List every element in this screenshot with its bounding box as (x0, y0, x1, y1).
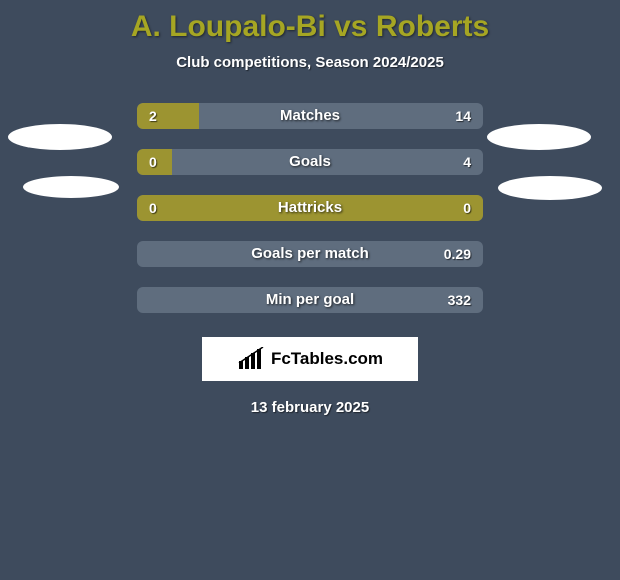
stat-label: Goals (137, 149, 483, 175)
stat-bar: 04Goals (137, 149, 483, 175)
logo-box: FcTables.com (202, 337, 418, 381)
date: 13 february 2025 (0, 399, 620, 416)
player-right-marker (487, 124, 591, 150)
stat-label: Hattricks (137, 195, 483, 221)
logo-text: FcTables.com (271, 349, 383, 369)
stat-bar: 00Hattricks (137, 195, 483, 221)
title: A. Loupalo-Bi vs Roberts (0, 0, 620, 44)
player-left-marker (8, 124, 112, 150)
stat-bar: 332Min per goal (137, 287, 483, 313)
player-right-marker (498, 176, 602, 200)
player-left-marker (23, 176, 119, 198)
chart-icon (237, 347, 265, 371)
stat-bar: 214Matches (137, 103, 483, 129)
stat-label: Min per goal (137, 287, 483, 313)
stat-label: Goals per match (137, 241, 483, 267)
stat-bar: 0.29Goals per match (137, 241, 483, 267)
subtitle: Club competitions, Season 2024/2025 (0, 54, 620, 71)
stat-label: Matches (137, 103, 483, 129)
